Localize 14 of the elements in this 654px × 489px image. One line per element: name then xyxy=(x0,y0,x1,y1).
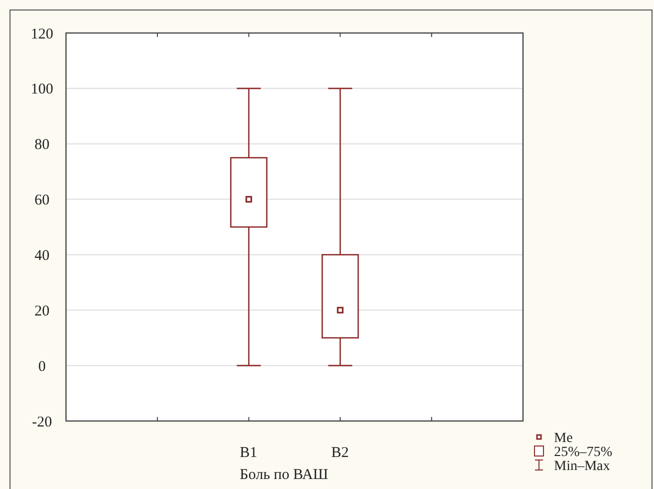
text: 25%–75% xyxy=(554,444,613,460)
y-tick-label: 20 xyxy=(34,303,50,320)
y-tick-label: 80 xyxy=(34,137,50,154)
y-tick-label: 120 xyxy=(30,26,54,42)
x-axis-title: Боль по ВАШ xyxy=(240,467,328,483)
text: Min–Max xyxy=(554,458,610,474)
y-tick-label: 60 xyxy=(34,192,50,209)
x-tick-label: B1 xyxy=(240,445,258,461)
x-tick-label: B2 xyxy=(331,445,349,461)
y-tick-label: 0 xyxy=(38,358,46,375)
y-tick-label: -20 xyxy=(32,414,52,430)
text: Me xyxy=(554,430,573,446)
y-tick-label: 40 xyxy=(34,248,50,264)
y-tick-label: 100 xyxy=(30,82,54,98)
